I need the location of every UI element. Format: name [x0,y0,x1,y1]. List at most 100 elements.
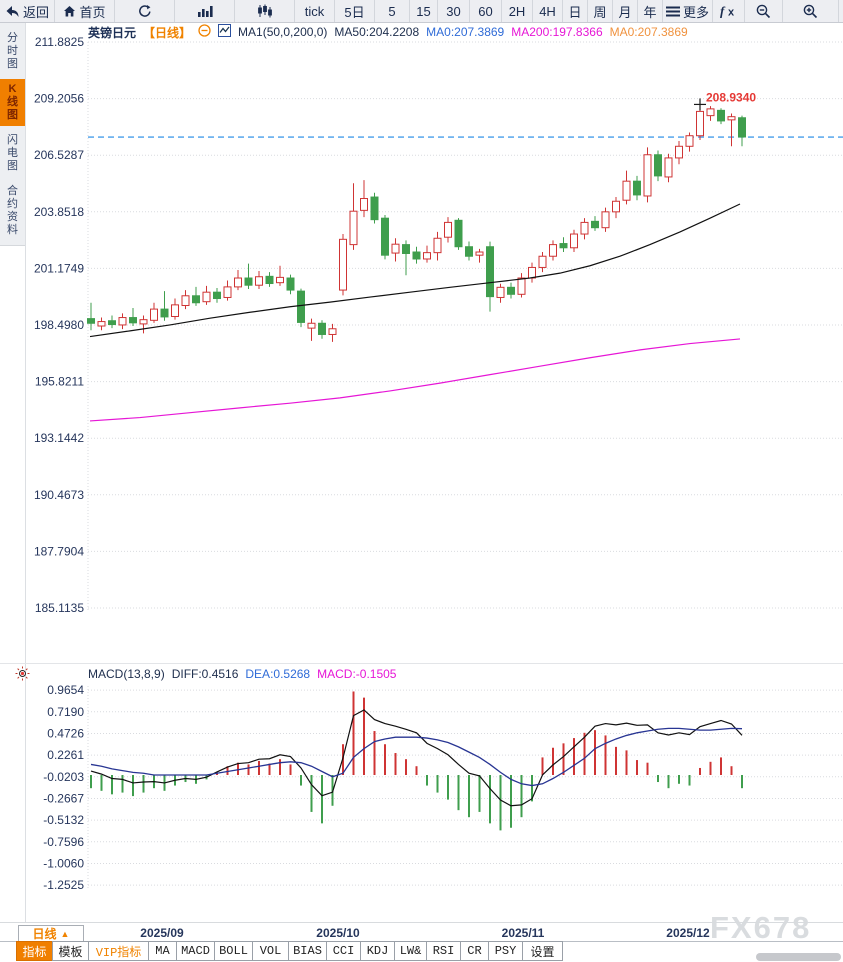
toolbar-label: 15 [416,3,431,19]
dea-line [90,727,743,787]
tab-vol[interactable]: VOL [252,941,289,961]
candlestick-chart-button[interactable] [235,0,295,22]
interval-4h-button[interactable]: 4H [533,0,563,22]
ma50-line [89,203,741,338]
back-button[interactable]: 返回 [0,0,55,22]
tab-settings[interactable]: 设置 [522,941,563,961]
macd-axis-label: -0.5132 [43,813,84,827]
tab-indicator[interactable]: 指标 [16,941,53,961]
toolbar-label: 周 [593,4,607,20]
menu-icon [665,6,680,17]
toolbar-label: 日 [568,4,582,20]
ma50-value: MA50:204.2208 [334,25,420,39]
price-axis-label: 187.7904 [34,544,84,558]
bar-chart-button[interactable] [175,0,235,22]
sidebar-divider [25,23,26,922]
sidebar-tab-contract-info[interactable]: 合约资料 [7,185,18,236]
interval-week-button[interactable]: 周 [588,0,613,22]
tab-macd[interactable]: MACD [176,941,215,961]
macd-axis-label: -1.2525 [43,878,84,892]
tab-kdj[interactable]: KDJ [360,941,395,961]
interval-month-button[interactable]: 月 [613,0,638,22]
tab-template[interactable]: 模板 [52,941,89,961]
tab-bias[interactable]: BIAS [288,941,327,961]
toolbar-label: 30 [446,3,461,19]
tab-psy[interactable]: PSY [488,941,523,961]
price-axis-label: 193.1442 [34,431,84,445]
watermark: FX678 [710,910,812,945]
macd-axis-label: -0.0203 [43,770,84,784]
interval-15-button[interactable]: 15 [410,0,438,22]
x-axis-date-label: 2025/12 [666,926,710,940]
macd-axis-label: -0.7596 [43,835,84,849]
home-button[interactable]: 首页 [55,0,115,22]
indicator-settings-icon[interactable] [15,666,30,686]
zoom-out-button[interactable] [745,0,783,22]
x-axis-date-label: 2025/11 [501,926,545,940]
tab-rsi[interactable]: RSI [426,941,461,961]
horizontal-scrollbar-thumb[interactable] [756,953,841,961]
tab-boll[interactable]: BOLL [214,941,253,961]
diff-line [90,709,743,807]
interval-year-button[interactable]: 年 [638,0,663,22]
interval-2h-button[interactable]: 2H [502,0,533,22]
macd-axis-label: -1.0060 [43,856,84,870]
panel-divider [0,663,843,664]
svg-text:x: x [728,7,735,19]
symbol-name: 英镑日元 [88,25,137,40]
ma0-blue-value: MA0:207.3869 [426,25,505,39]
candles-group[interactable] [87,104,746,342]
toolbar: 返回 首页 tick 5日 5 15 30 60 2H 4H 日周月年 更多 f x [0,0,843,23]
interval-tick-button[interactable]: tick [295,0,335,22]
tab-lwr[interactable]: LW& [394,941,427,961]
macd-axis-label: 0.7190 [47,705,84,719]
tab-cci[interactable]: CCI [326,941,361,961]
interval-30-button[interactable]: 30 [438,0,470,22]
period-selector[interactable]: 日线 ▲ [18,925,84,942]
svg-text:f: f [720,4,726,18]
macd-config-label: MACD(13,8,9) [88,667,165,681]
sidebar-tab-timeline[interactable]: 分时图 [7,32,18,70]
diff-value: DIFF:0.4516 [171,667,239,681]
interval-5d-button[interactable]: 5日 [335,0,375,22]
price-axis-label: 201.1749 [34,261,84,275]
toolbar-label: 5日 [344,4,365,20]
dropdown-arrow-icon: ▲ [60,928,70,939]
macd-header: MACD(13,8,9) DIFF:0.4516 DEA:0.5268 MACD… [88,666,396,682]
price-axis-label: 190.4673 [34,488,84,502]
collapse-icon[interactable] [198,24,211,40]
x-axis-row: 日线 ▲ 2025/09 2025/10 2025/11 2025/12 [0,922,843,942]
tab-vip-indicator[interactable]: VIP指标 [88,941,149,961]
price-chart-header: 英镑日元 【日线】 MA1(50,0,200,0) MA50:204.2208 … [88,24,688,40]
macd-grid: 0.9654 0.7190 0.4726 0.2261 -0.0203 -0.2667 -0… [43,683,843,892]
price-axis-label: 211.8825 [35,35,84,49]
interval-5-button[interactable]: 5 [375,0,410,22]
interval-day-button[interactable]: 日 [563,0,588,22]
macd-axis-label: 0.9654 [47,683,84,697]
toolbar-label: 返回 [22,4,49,20]
back-icon [5,5,20,18]
toolbar-label: 5 [388,3,396,19]
tab-cr[interactable]: CR [460,941,489,961]
period-selector-label: 日线 [32,927,57,941]
zoom-in-button[interactable] [783,0,839,22]
price-axis-label: 209.2056 [34,92,84,106]
price-axis-label: 203.8518 [34,205,84,219]
refresh-button[interactable] [115,0,175,22]
tab-ma[interactable]: MA [148,941,177,961]
period-label: 【日线】 [143,25,192,40]
macd-axis-label: 0.4726 [47,726,84,740]
ma200-value: MA200:197.8366 [511,25,603,39]
ma-config-label: MA1(50,0,200,0) [238,25,328,39]
sidebar-tab-lightning[interactable]: 闪电图 [7,134,18,172]
chart-type-icon[interactable] [218,24,232,40]
interval-60-button[interactable]: 60 [470,0,502,22]
more-button[interactable]: 更多 [663,0,713,22]
macd-histogram[interactable] [90,691,743,831]
refresh-icon [138,4,152,18]
price-axis-label: 198.4980 [34,318,84,332]
